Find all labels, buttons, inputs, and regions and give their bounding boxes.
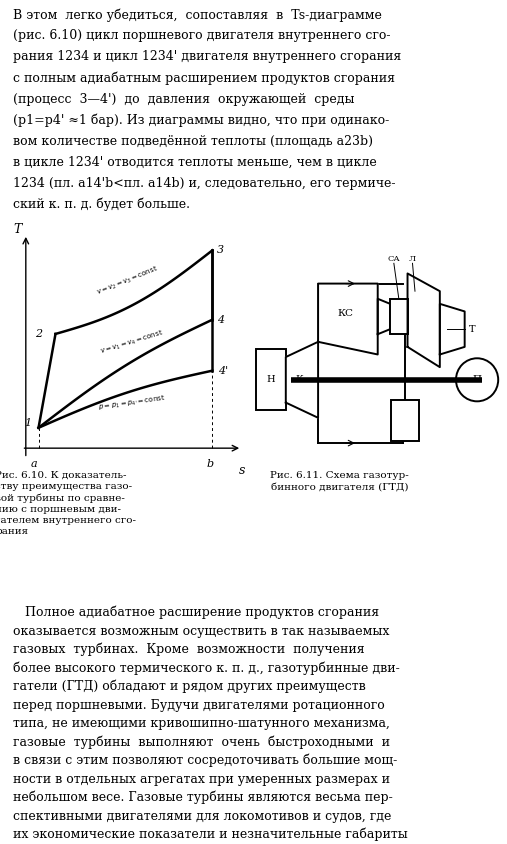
Text: $v=v_1=v_4=\mathrm{const}$: $v=v_1=v_4=\mathrm{const}$ — [99, 327, 165, 356]
Text: спективными двигателями для локомотивов и судов, где: спективными двигателями для локомотивов … — [13, 809, 391, 823]
Text: ности в отдельных агрегатах при умеренных размерах и: ности в отдельных агрегатах при умеренны… — [13, 773, 390, 786]
Bar — [390, 299, 408, 334]
Text: Т: Т — [469, 325, 476, 333]
Polygon shape — [378, 299, 390, 334]
Polygon shape — [408, 273, 440, 367]
Text: s: s — [239, 464, 245, 478]
Text: $v=v_2=v_3=\mathrm{const}$: $v=v_2=v_3=\mathrm{const}$ — [95, 264, 160, 298]
Text: небольшом весе. Газовые турбины являются весьма пер-: небольшом весе. Газовые турбины являются… — [13, 791, 392, 804]
Bar — [256, 349, 286, 410]
Text: Рис. 6.10. К доказатель-
ству преимущества газо-
вой турбины по сравне-
нию с по: Рис. 6.10. К доказатель- ству преимущест… — [0, 471, 136, 536]
Polygon shape — [286, 342, 318, 418]
Text: КС: КС — [338, 310, 353, 318]
Text: T: T — [13, 223, 21, 236]
Text: Полное адиабатное расширение продуктов сгорания: Полное адиабатное расширение продуктов с… — [13, 606, 379, 619]
Text: (процесс  3—4')  до  давления  окружающей  среды: (процесс 3—4') до давления окружающей ср… — [13, 93, 354, 106]
Text: оказывается возможным осуществить в так называемых: оказывается возможным осуществить в так … — [13, 625, 389, 638]
Text: ский к. п. д. будет больше.: ский к. п. д. будет больше. — [13, 198, 190, 211]
Text: в цикле 1234' отводится теплоты меньше, чем в цикле: в цикле 1234' отводится теплоты меньше, … — [13, 156, 376, 169]
Text: (рис. 6.10) цикл поршневого двигателя внутреннего сго-: (рис. 6.10) цикл поршневого двигателя вн… — [13, 30, 390, 42]
Text: СА: СА — [387, 256, 400, 263]
Text: 4: 4 — [218, 315, 225, 325]
Text: 1: 1 — [24, 418, 31, 428]
Circle shape — [456, 358, 498, 401]
Text: типа, не имеющими кривошипно-шатунного механизма,: типа, не имеющими кривошипно-шатунного м… — [13, 717, 389, 730]
Text: более высокого термического к. п. д., газотурбинные дви-: более высокого термического к. п. д., га… — [13, 662, 400, 675]
Text: 4': 4' — [218, 365, 228, 376]
Text: П: П — [473, 376, 482, 384]
Text: 1234 (пл. a14'b<пл. a14b) и, следовательно, его термиче-: 1234 (пл. a14'b<пл. a14b) и, следователь… — [13, 177, 395, 190]
Bar — [391, 400, 419, 441]
Text: a: a — [31, 458, 38, 468]
Text: газовые  турбины  выполняют  очень  быстроходными  и: газовые турбины выполняют очень быстрохо… — [13, 735, 390, 749]
Polygon shape — [318, 284, 378, 354]
Text: с полным адиабатным расширением продуктов сгорания: с полным адиабатным расширением продукто… — [13, 72, 394, 84]
Text: гатели (ГТД) обладают и рядом других преимуществ: гатели (ГТД) обладают и рядом других пре… — [13, 680, 366, 694]
Text: их экономические показатели и незначительные габариты: их экономические показатели и незначител… — [13, 828, 408, 841]
Text: В этом  легко убедиться,  сопоставляя  в  Ts-диаграмме: В этом легко убедиться, сопоставляя в Ts… — [13, 8, 382, 21]
Polygon shape — [440, 304, 465, 354]
Text: 2: 2 — [35, 329, 42, 339]
Text: газовых  турбинах.  Кроме  возможности  получения: газовых турбинах. Кроме возможности полу… — [13, 643, 365, 657]
Text: К: К — [296, 376, 303, 384]
Text: 3: 3 — [218, 246, 225, 256]
Text: перед поршневыми. Будучи двигателями ротационного: перед поршневыми. Будучи двигателями рот… — [13, 699, 384, 711]
Text: вом количестве подведённой теплоты (площадь a23b): вом количестве подведённой теплоты (площ… — [13, 135, 373, 148]
Text: рания 1234 и цикл 1234' двигателя внутреннего сгорания: рания 1234 и цикл 1234' двигателя внутре… — [13, 51, 401, 63]
Text: $p=p_1=p_{4^\prime}=\mathrm{const}$: $p=p_1=p_{4^\prime}=\mathrm{const}$ — [97, 393, 166, 413]
Text: Л: Л — [409, 256, 416, 263]
Text: (p1=p4' ≈1 бар). Из диаграммы видно, что при одинако-: (p1=p4' ≈1 бар). Из диаграммы видно, что… — [13, 114, 389, 127]
Text: Рис. 6.11. Схема газотур-
бинного двигателя (ГТД): Рис. 6.11. Схема газотур- бинного двигат… — [270, 471, 409, 491]
Text: в связи с этим позволяют сосредоточивать большие мощ-: в связи с этим позволяют сосредоточивать… — [13, 754, 397, 767]
Text: b: b — [207, 458, 214, 468]
Text: Н: Н — [267, 376, 275, 384]
